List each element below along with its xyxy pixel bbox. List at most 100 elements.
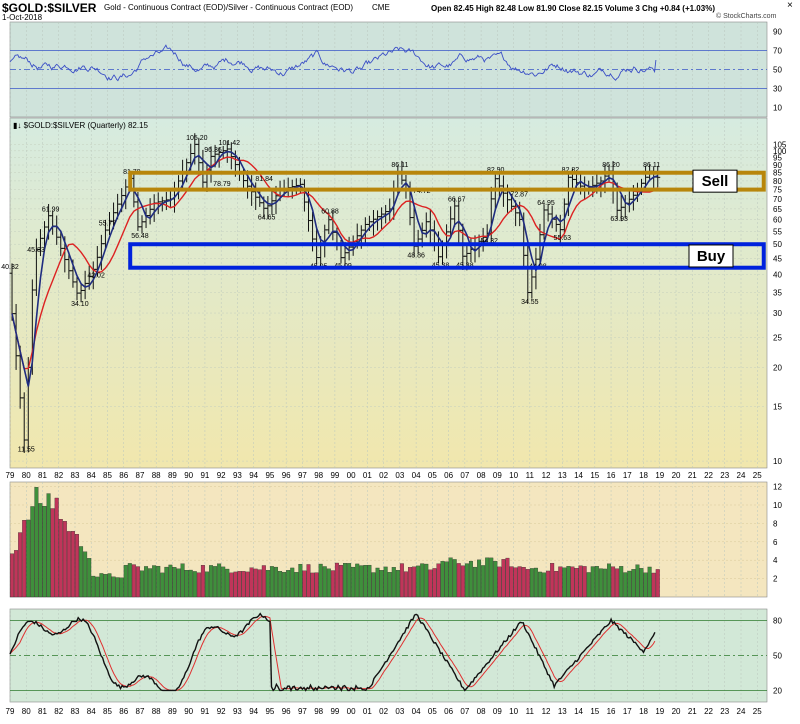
volume-bar xyxy=(635,564,640,598)
volume-bar xyxy=(566,566,571,598)
volume-bar xyxy=(602,568,607,598)
x-tick-label-bottom: 16 xyxy=(607,707,616,716)
volume-bar xyxy=(144,566,149,598)
volume-bar xyxy=(209,565,214,598)
volume-bar xyxy=(554,570,559,598)
volume-bar xyxy=(58,519,63,598)
volume-bar xyxy=(359,565,364,598)
volume-bar xyxy=(594,566,599,598)
volume-bar xyxy=(290,567,295,598)
x-tick-label-mid: 81 xyxy=(38,471,47,480)
price-y-tick: 95 xyxy=(773,154,782,163)
volume-bar xyxy=(62,521,67,598)
x-tick-label-bottom: 96 xyxy=(282,707,291,716)
x-tick-label-mid: 09 xyxy=(493,471,502,480)
volume-bar xyxy=(306,564,311,598)
volume-bar xyxy=(399,563,404,598)
x-tick-label-mid: 97 xyxy=(298,471,307,480)
x-tick-label-bottom: 11 xyxy=(526,707,535,716)
volume-bar xyxy=(50,508,55,598)
volume-bar xyxy=(148,568,153,598)
x-tick-label-mid: 98 xyxy=(314,471,323,480)
rsi-y-tick: 70 xyxy=(773,47,782,56)
volume-bar xyxy=(558,566,563,598)
volume-bar xyxy=(188,569,193,598)
stoch-y-tick: 20 xyxy=(773,686,782,695)
price-label: 60.88 xyxy=(321,209,339,216)
x-tick-label-bottom: 14 xyxy=(574,707,583,716)
volume-bar xyxy=(481,565,486,598)
x-tick-label-mid: 01 xyxy=(363,471,372,480)
volume-bar xyxy=(115,577,120,598)
price-label: 56.48 xyxy=(131,233,149,240)
volume-bar xyxy=(623,572,628,598)
volume-bar xyxy=(460,565,465,598)
price-label: 78.79 xyxy=(213,181,231,188)
volume-bar xyxy=(83,551,88,598)
zones: Sell Buy xyxy=(128,169,766,270)
volume-bar xyxy=(91,575,96,598)
rsi-line xyxy=(9,44,657,82)
buy-zone-box xyxy=(128,242,766,270)
x-tick-label-mid: 06 xyxy=(444,471,453,480)
x-tick-label-bottom: 24 xyxy=(737,707,746,716)
x-tick-label-mid: 12 xyxy=(542,471,551,480)
volume-bar xyxy=(485,557,490,598)
volume-bar xyxy=(233,571,238,598)
x-tick-label-bottom: 23 xyxy=(720,707,729,716)
price-y-tick: 85 xyxy=(773,169,782,178)
volume-bar xyxy=(379,570,384,598)
volume-bar xyxy=(468,560,473,598)
stoch-y-tick: 50 xyxy=(773,652,782,661)
volume-bar xyxy=(302,570,307,598)
price-y-tick: 60 xyxy=(773,216,782,225)
x-tick-label-mid: 20 xyxy=(672,471,681,480)
volume-bar xyxy=(533,567,538,598)
volume-bar xyxy=(611,566,616,598)
x-tick-label-bottom: 22 xyxy=(704,707,713,716)
volume-y-tick: 12 xyxy=(773,483,782,492)
volume-bar xyxy=(164,566,169,598)
grid-lines xyxy=(9,22,767,702)
x-tick-label-bottom: 99 xyxy=(330,707,339,716)
volume-bar xyxy=(363,565,368,598)
volume-bar xyxy=(322,566,327,598)
price-y-tick: 70 xyxy=(773,195,782,204)
x-tick-label-bottom: 19 xyxy=(655,707,664,716)
price-label: 72.87 xyxy=(510,191,528,198)
x-tick-label-bottom: 79 xyxy=(6,707,15,716)
volume-bar xyxy=(420,563,425,598)
x-tick-label-mid: 11 xyxy=(526,471,535,480)
volume-bar xyxy=(54,497,59,598)
x-tick-label-bottom: 07 xyxy=(460,707,469,716)
rsi-y-tick: 90 xyxy=(773,28,782,37)
volume-bar xyxy=(631,569,636,598)
x-tick-label-bottom: 89 xyxy=(168,707,177,716)
x-tick-label-mid: 90 xyxy=(184,471,193,480)
sell-zone-box xyxy=(128,170,766,192)
volume-bar xyxy=(249,567,254,598)
volume-bar xyxy=(298,564,303,598)
price-y-tick: 20 xyxy=(773,364,782,373)
volume-bar xyxy=(550,563,555,598)
volume-bar xyxy=(521,567,526,598)
x-tick-label-bottom: 04 xyxy=(412,707,421,716)
x-tick-label-bottom: 98 xyxy=(314,707,323,716)
x-tick-label-mid: 16 xyxy=(607,471,616,480)
volume-bar xyxy=(509,566,514,598)
x-tick-label-mid: 88 xyxy=(152,471,161,480)
volume-bar xyxy=(505,557,510,598)
volume-bar xyxy=(131,564,136,598)
price-y-tick: 40 xyxy=(773,270,782,279)
volume-bar xyxy=(184,570,189,598)
volume-bar xyxy=(546,570,551,598)
price-y-tick: 35 xyxy=(773,288,782,297)
x-tick-label-bottom: 05 xyxy=(428,707,437,716)
volume-bar xyxy=(38,503,43,598)
price-label: 86.20 xyxy=(602,162,620,169)
volume-bar xyxy=(570,566,575,598)
x-tick-label-mid: 83 xyxy=(71,471,80,480)
close-icon[interactable]: × xyxy=(787,0,793,11)
x-tick-label-mid: 23 xyxy=(720,471,729,480)
volume-bar xyxy=(253,568,258,598)
